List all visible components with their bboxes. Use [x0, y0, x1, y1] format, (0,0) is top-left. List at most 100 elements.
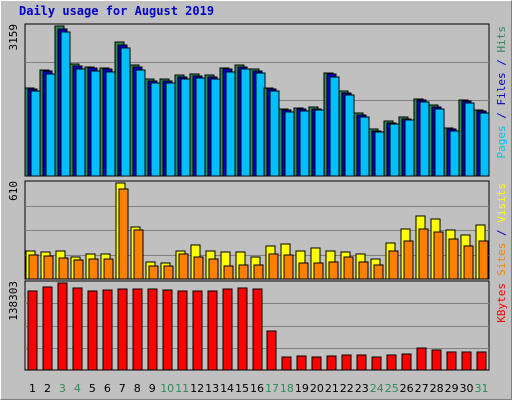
- x-tick-label-day-7: 7: [119, 382, 126, 395]
- bar-kbytes-day-9: [147, 288, 158, 371]
- bar-sites-day-1: [28, 254, 39, 280]
- y-max-label: 610: [7, 181, 20, 201]
- bar-kbytes-day-28: [431, 349, 442, 371]
- bar-kbytes-day-20: [311, 356, 322, 371]
- bar-kbytes-day-4: [72, 287, 83, 371]
- bar-kbytes-day-1: [27, 290, 38, 371]
- legend-entry: Visits: [495, 183, 508, 223]
- x-tick-label-day-6: 6: [104, 382, 111, 395]
- x-tick-label-day-30: 30: [460, 382, 474, 395]
- bar-kbytes-day-29: [446, 351, 457, 371]
- legend-entry: KBytes: [495, 283, 508, 323]
- bar-sites-day-17: [268, 253, 279, 280]
- x-tick-label-day-26: 26: [400, 382, 414, 395]
- bar-sites-day-10: [163, 265, 174, 280]
- bar-kbytes-day-27: [416, 347, 427, 371]
- legend-entry: /: [495, 223, 508, 243]
- bar-kbytes-day-15: [237, 287, 248, 371]
- legend-entry: Files: [495, 72, 508, 105]
- bar-sites-day-19: [298, 262, 309, 280]
- bar-kbytes-day-26: [401, 353, 412, 371]
- bar-sites-day-25: [388, 250, 399, 280]
- bar-sites-day-29: [448, 238, 459, 280]
- bar-sites-day-18: [283, 254, 294, 280]
- bar-sites-day-28: [433, 231, 444, 280]
- bar-sites-day-5: [88, 258, 99, 280]
- bar-kbytes-day-17: [266, 330, 277, 371]
- x-tick-label-day-19: 19: [295, 382, 309, 395]
- bar-sites-day-27: [418, 228, 429, 280]
- bar-sites-day-30: [463, 245, 474, 280]
- bar-kbytes-day-14: [222, 288, 233, 371]
- bar-kbytes-day-10: [162, 289, 173, 371]
- bar-kbytes-day-22: [341, 354, 352, 371]
- bar-sites-day-9: [148, 265, 159, 280]
- bar-kbytes-day-6: [102, 289, 113, 371]
- bar-kbytes-day-30: [461, 351, 472, 371]
- legend-entry: /: [495, 53, 508, 73]
- bar-kbytes-day-11: [177, 290, 188, 371]
- bar-sites-day-11: [178, 253, 189, 280]
- bar-kbytes-day-3: [57, 282, 68, 371]
- bar-sites-day-14: [223, 265, 234, 280]
- bar-kbytes-day-19: [296, 355, 307, 371]
- x-tick-label-day-17: 17: [265, 382, 279, 395]
- x-tick-label-day-28: 28: [430, 382, 444, 395]
- x-tick-label-day-24: 24: [370, 382, 384, 395]
- x-tick-label-day-10: 10: [160, 382, 174, 395]
- x-tick-label-day-8: 8: [134, 382, 141, 395]
- x-tick-label-day-27: 27: [415, 382, 429, 395]
- x-tick-label-day-14: 14: [220, 382, 234, 395]
- bar-sites-day-16: [253, 264, 264, 280]
- bar-sites-day-26: [403, 240, 414, 280]
- x-tick-label-day-22: 22: [340, 382, 354, 395]
- bar-kbytes-day-13: [207, 290, 218, 371]
- bar-sites-day-23: [358, 261, 369, 280]
- bar-sites-day-15: [238, 264, 249, 280]
- bar-kbytes-day-7: [117, 288, 128, 371]
- x-tick-label-day-5: 5: [89, 382, 96, 395]
- bar-sites-day-7: [118, 188, 129, 280]
- legend-pages-files-hits: Pages / Files / Hits: [495, 26, 508, 159]
- bar-kbytes-day-16: [252, 288, 263, 371]
- bar-sites-day-13: [208, 258, 219, 280]
- bar-sites-day-12: [193, 256, 204, 280]
- x-tick-label-day-23: 23: [355, 382, 369, 395]
- x-tick-label-day-29: 29: [445, 382, 459, 395]
- x-tick-label-day-25: 25: [385, 382, 399, 395]
- x-tick-label-day-21: 21: [325, 382, 339, 395]
- x-tick-label-day-20: 20: [310, 382, 324, 395]
- bar-kbytes-day-5: [87, 290, 98, 371]
- y-max-label: 3159: [7, 24, 20, 51]
- bar-sites-day-6: [103, 258, 114, 280]
- legend-entry: /: [495, 106, 508, 126]
- x-tick-label-day-31: 31: [475, 382, 489, 395]
- x-tick-label-day-2: 2: [44, 382, 51, 395]
- bar-sites-day-2: [43, 255, 54, 280]
- bar-kbytes-day-2: [42, 286, 53, 371]
- x-tick-label-day-4: 4: [74, 382, 81, 395]
- x-tick-label-day-1: 1: [29, 382, 36, 395]
- bar-kbytes-day-31: [476, 351, 487, 371]
- bar-kbytes-day-25: [386, 354, 397, 371]
- x-tick-label-day-18: 18: [280, 382, 294, 395]
- bar-kbytes-day-18: [281, 356, 292, 371]
- bar-sites-day-24: [373, 264, 384, 280]
- x-tick-label-day-13: 13: [205, 382, 219, 395]
- legend-visits-sites: Sites / Visits: [495, 183, 508, 276]
- bar-kbytes-day-21: [326, 355, 337, 371]
- bar-kbytes-day-8: [132, 288, 143, 371]
- chart-title: Daily usage for August 2019: [19, 4, 215, 18]
- bar-sites-day-3: [58, 257, 69, 280]
- bar-kbytes-day-24: [371, 356, 382, 371]
- bar-kbytes-day-12: [192, 290, 203, 371]
- x-tick-label-day-12: 12: [190, 382, 204, 395]
- x-tick-label-day-15: 15: [235, 382, 249, 395]
- bar-sites-day-22: [343, 256, 354, 280]
- x-tick-label-day-3: 3: [59, 382, 66, 395]
- bar-pages-day-31: [479, 112, 490, 177]
- legend-entry: Pages: [495, 125, 508, 158]
- bar-sites-day-8: [133, 229, 144, 280]
- y-max-label: 138303: [7, 281, 20, 321]
